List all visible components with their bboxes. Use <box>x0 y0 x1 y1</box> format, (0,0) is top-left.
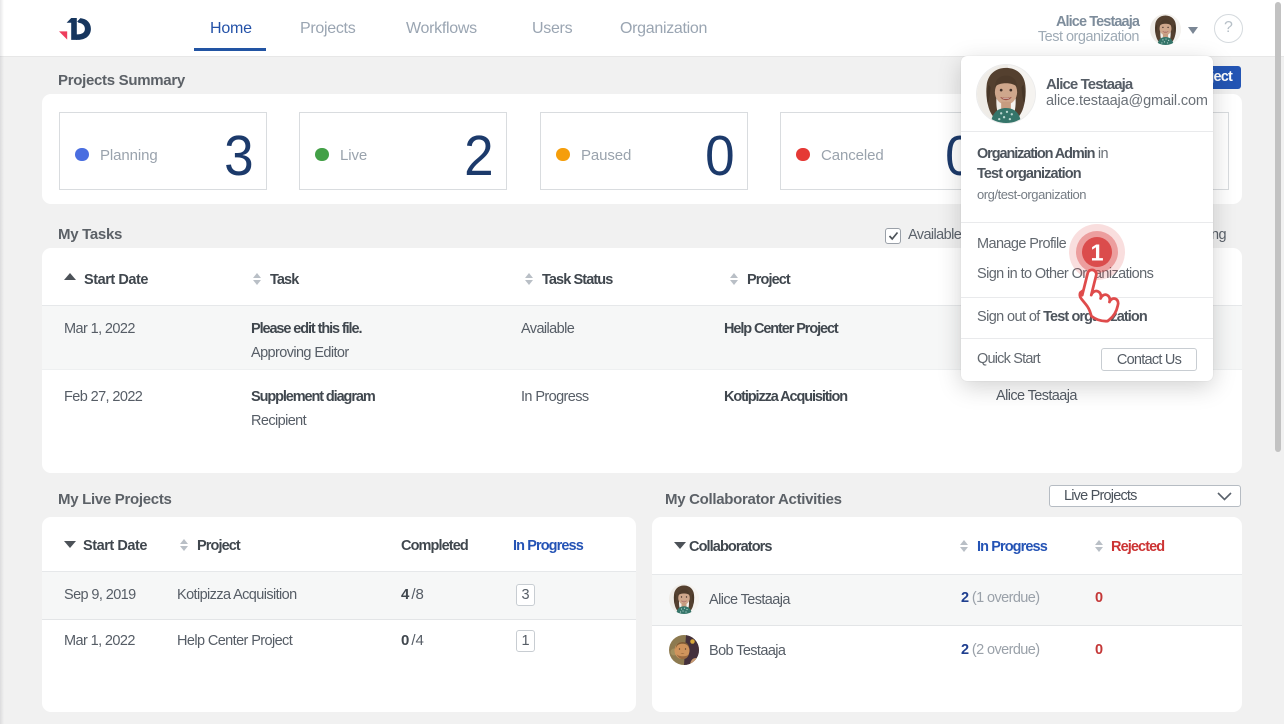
svg-text:1: 1 <box>1090 240 1103 266</box>
